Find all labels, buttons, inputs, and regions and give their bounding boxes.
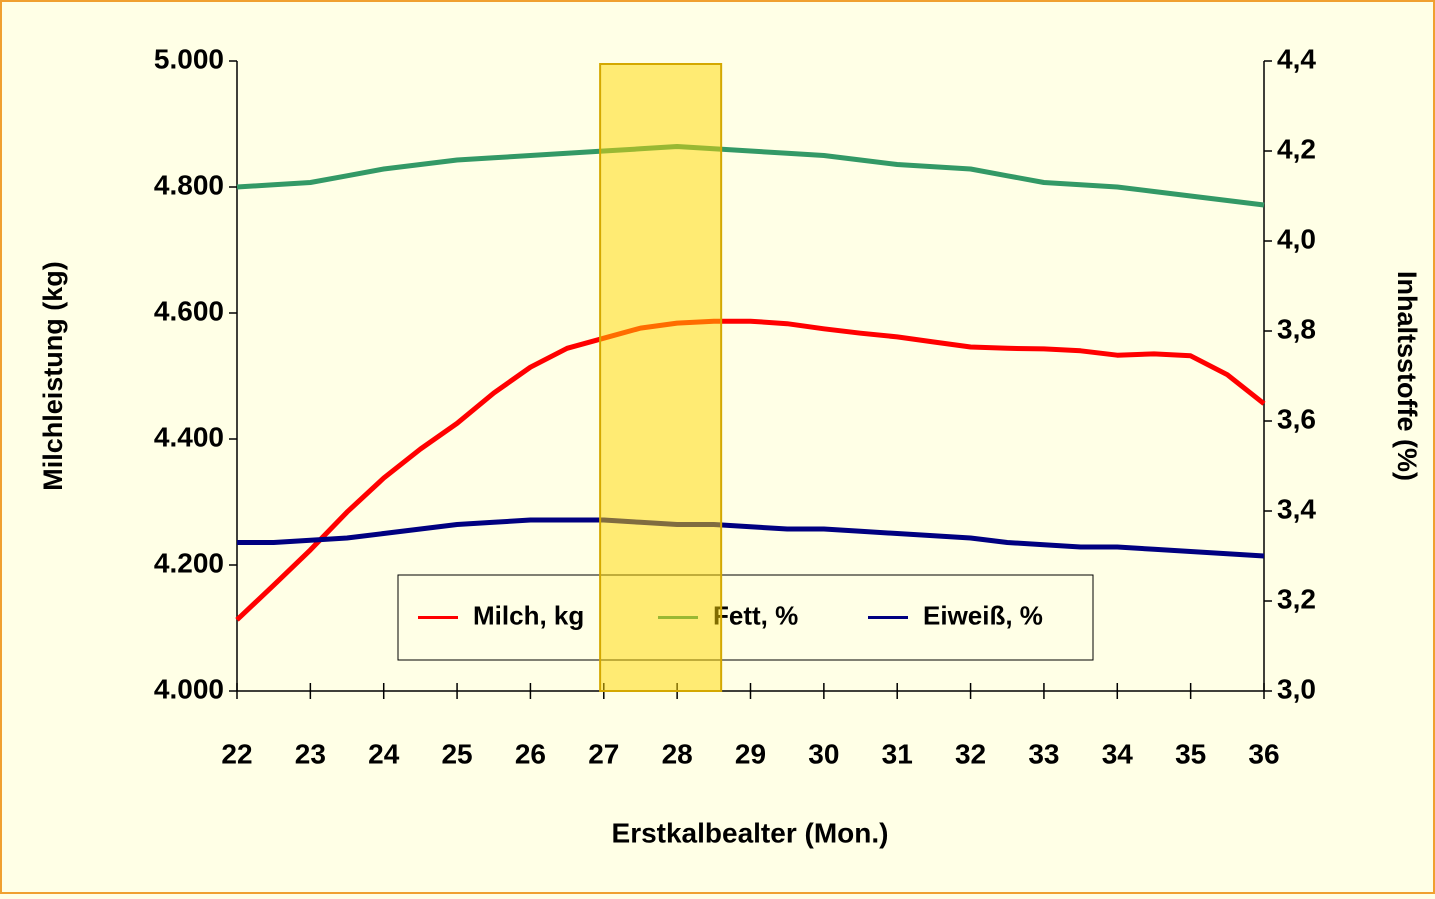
y2-tick-label: 4,2: [1277, 133, 1316, 164]
y2-tick-label: 3,8: [1277, 313, 1316, 344]
y-tick-label: 4.600: [154, 295, 224, 326]
y-tick-label: 4.000: [154, 673, 224, 704]
x-tick-label: 22: [221, 738, 252, 769]
series-line: [236, 144, 1265, 208]
x-tick-label: 36: [1248, 738, 1279, 769]
y2-tick-label: 3,0: [1277, 673, 1316, 704]
x-tick-label: 27: [588, 738, 619, 769]
y-tick-label: 4.800: [154, 169, 224, 200]
y2-axis-title: Inhaltsstoffe (%): [1392, 271, 1422, 481]
legend-box: [397, 574, 1094, 661]
y2-tick-label: 3,4: [1277, 493, 1316, 524]
y2-tick-label: 4,4: [1277, 43, 1316, 74]
legend-label: Milch, kg: [473, 600, 584, 630]
y2-tick-label: 3,6: [1277, 403, 1316, 434]
x-axis-title: Erstkalbealter (Mon.): [612, 817, 889, 848]
y-tick-label: 4.200: [154, 547, 224, 578]
x-tick-label: 35: [1175, 738, 1206, 769]
y-tick-label: 5.000: [154, 43, 224, 74]
highlight-band: [599, 63, 723, 692]
y-tick-label: 4.400: [154, 421, 224, 452]
x-tick-label: 31: [882, 738, 913, 769]
x-tick-label: 33: [1028, 738, 1059, 769]
y2-tick-label: 3,2: [1277, 583, 1316, 614]
series-line: [237, 517, 1265, 559]
x-tick-label: 23: [295, 738, 326, 769]
legend-label: Eiweiß, %: [923, 600, 1043, 630]
x-tick-label: 24: [368, 738, 400, 769]
x-tick-label: 26: [515, 738, 546, 769]
x-tick-label: 29: [735, 738, 766, 769]
y-axis-title: Milchleistung (kg): [38, 261, 68, 491]
legend-label: Fett, %: [713, 600, 798, 630]
x-tick-label: 34: [1102, 738, 1134, 769]
x-tick-label: 30: [808, 738, 839, 769]
x-tick-label: 25: [441, 738, 472, 769]
series-line: [235, 318, 1266, 622]
x-tick-label: 32: [955, 738, 986, 769]
y2-tick-label: 4,0: [1277, 223, 1316, 254]
x-tick-label: 28: [662, 738, 693, 769]
